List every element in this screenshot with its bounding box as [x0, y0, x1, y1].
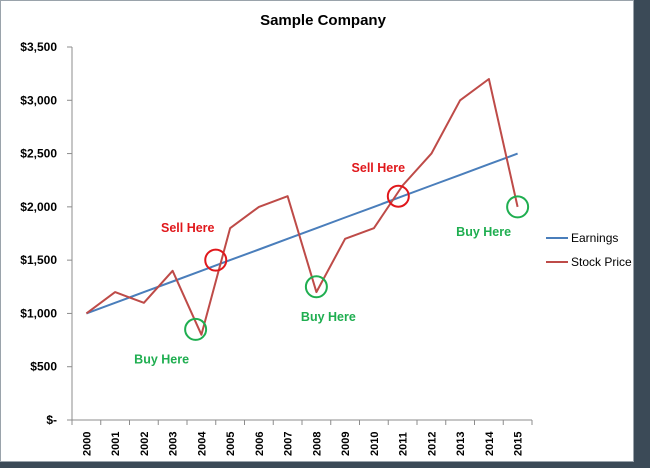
legend-label-earnings: Earnings: [571, 231, 618, 245]
line-chart: Sample Company $-$500$1,000$1,500$2,000$…: [20, 12, 632, 456]
chart-frame: Sample Company $- $500 $1,000 $1,500 $2,000 $…: [0, 0, 634, 462]
buy-marker-circle: [506, 195, 530, 219]
sell-marker-circle: [204, 248, 228, 272]
x-tick-label: 2010: [369, 432, 381, 456]
y-axis-ticks: $- $500 $1,000 $1,500 $2,000 $2,500 $3,000 $3,5…: [20, 40, 72, 427]
buy-here-label: Buy Here: [456, 225, 511, 239]
x-tick-label: 2006: [254, 432, 266, 456]
y-tick-label: $3,500: [20, 40, 57, 54]
x-tick-label: 2007: [283, 432, 295, 456]
x-tick-label: 2013: [455, 432, 467, 456]
sell-here-label: Sell Here: [161, 221, 215, 235]
x-tick-label: 2009: [340, 432, 352, 456]
y-tick-label: $500: [30, 360, 57, 374]
x-tick-label: 2004: [196, 431, 208, 456]
x-tick-label: 2008: [311, 432, 323, 456]
annotations: Sell Here Sell Here Buy Here Buy Here Buy He…: [134, 161, 530, 366]
x-tick-label: 2015: [513, 432, 525, 456]
buy-marker-circle: [184, 317, 208, 341]
buy-here-label: Buy Here: [301, 310, 356, 324]
series-lines: [85, 78, 519, 336]
x-tick-label: 2002: [139, 432, 151, 456]
y-tick-label: $2,000: [20, 200, 57, 214]
x-tick-label: 2005: [225, 432, 237, 456]
y-tick-label: $1,500: [20, 253, 57, 267]
y-tick-label: $3,000: [20, 93, 57, 107]
chart-title: Sample Company: [260, 12, 387, 29]
x-tick-label: 2001: [110, 432, 122, 456]
x-tick-label: 2003: [168, 432, 180, 456]
x-axis-ticks: 2000 2001 2002 2003 2004 2005 2006 2007 2008 2009…: [71, 420, 533, 456]
series-line-stock-price: [85, 78, 519, 336]
x-tick-label: 2014: [484, 431, 496, 456]
y-tick-label: $-: [46, 413, 57, 427]
legend-label-stock-price: Stock Price: [571, 255, 632, 269]
x-tick-label: 2011: [398, 432, 410, 456]
sell-marker-circle: [386, 184, 410, 208]
x-tick-label: 2000: [81, 432, 93, 456]
legend: Earnings Stock Price: [546, 231, 632, 269]
buy-marker-circle: [304, 275, 328, 299]
y-tick-label: $2,500: [20, 147, 57, 161]
y-tick-label: $1,000: [20, 306, 57, 320]
sell-here-label: Sell Here: [352, 161, 406, 175]
buy-here-label: Buy Here: [134, 352, 189, 366]
x-tick-label: 2012: [426, 432, 438, 456]
series-line-earnings: [86, 152, 518, 315]
